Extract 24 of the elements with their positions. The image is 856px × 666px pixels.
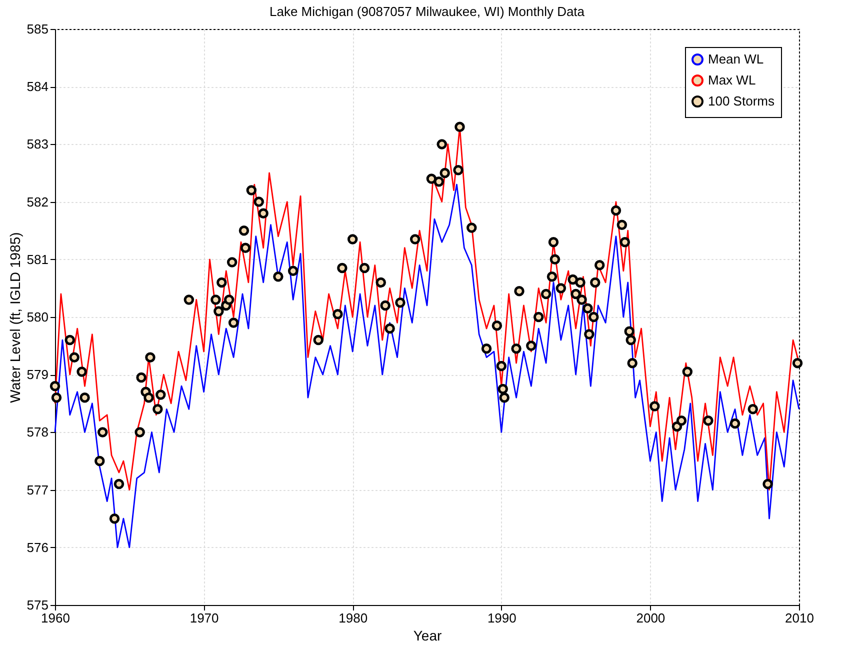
legend-label: 100 Storms bbox=[708, 94, 775, 108]
legend-label: Max WL bbox=[708, 72, 756, 88]
x-tick-label: 1990 bbox=[487, 610, 516, 626]
x-tick-label: 1970 bbox=[190, 610, 219, 626]
x-tick-label: 2000 bbox=[636, 610, 666, 626]
y-tick-label: 576 bbox=[26, 540, 48, 555]
chart-title: Lake Michigan (9087057 Milwaukee, WI) Monthly Data bbox=[269, 4, 586, 19]
y-tick-label: 585 bbox=[26, 22, 48, 36]
y-tick-label: 580 bbox=[26, 310, 48, 324]
line-series bbox=[54, 184, 800, 548]
y-tick-label: 577 bbox=[26, 482, 48, 498]
legend-label: Mean WL bbox=[708, 52, 764, 66]
x-tick-label: 2010 bbox=[785, 610, 814, 626]
y-tick-label: 575 bbox=[26, 598, 48, 612]
x-tick-label: 1980 bbox=[338, 610, 368, 626]
x-tick-label: 1960 bbox=[41, 610, 70, 626]
y-tick-label: 583 bbox=[26, 136, 48, 152]
x-axis-title: Year bbox=[413, 628, 442, 644]
y-axis-title: Water Level (ft, IGLD 1985) bbox=[6, 232, 23, 403]
y-tick-label: 581 bbox=[26, 252, 48, 267]
y-tick-label: 582 bbox=[26, 194, 48, 210]
y-tick-label: 579 bbox=[26, 367, 48, 382]
y-tick-label: 584 bbox=[26, 79, 48, 94]
y-tick-label: 578 bbox=[26, 424, 48, 440]
